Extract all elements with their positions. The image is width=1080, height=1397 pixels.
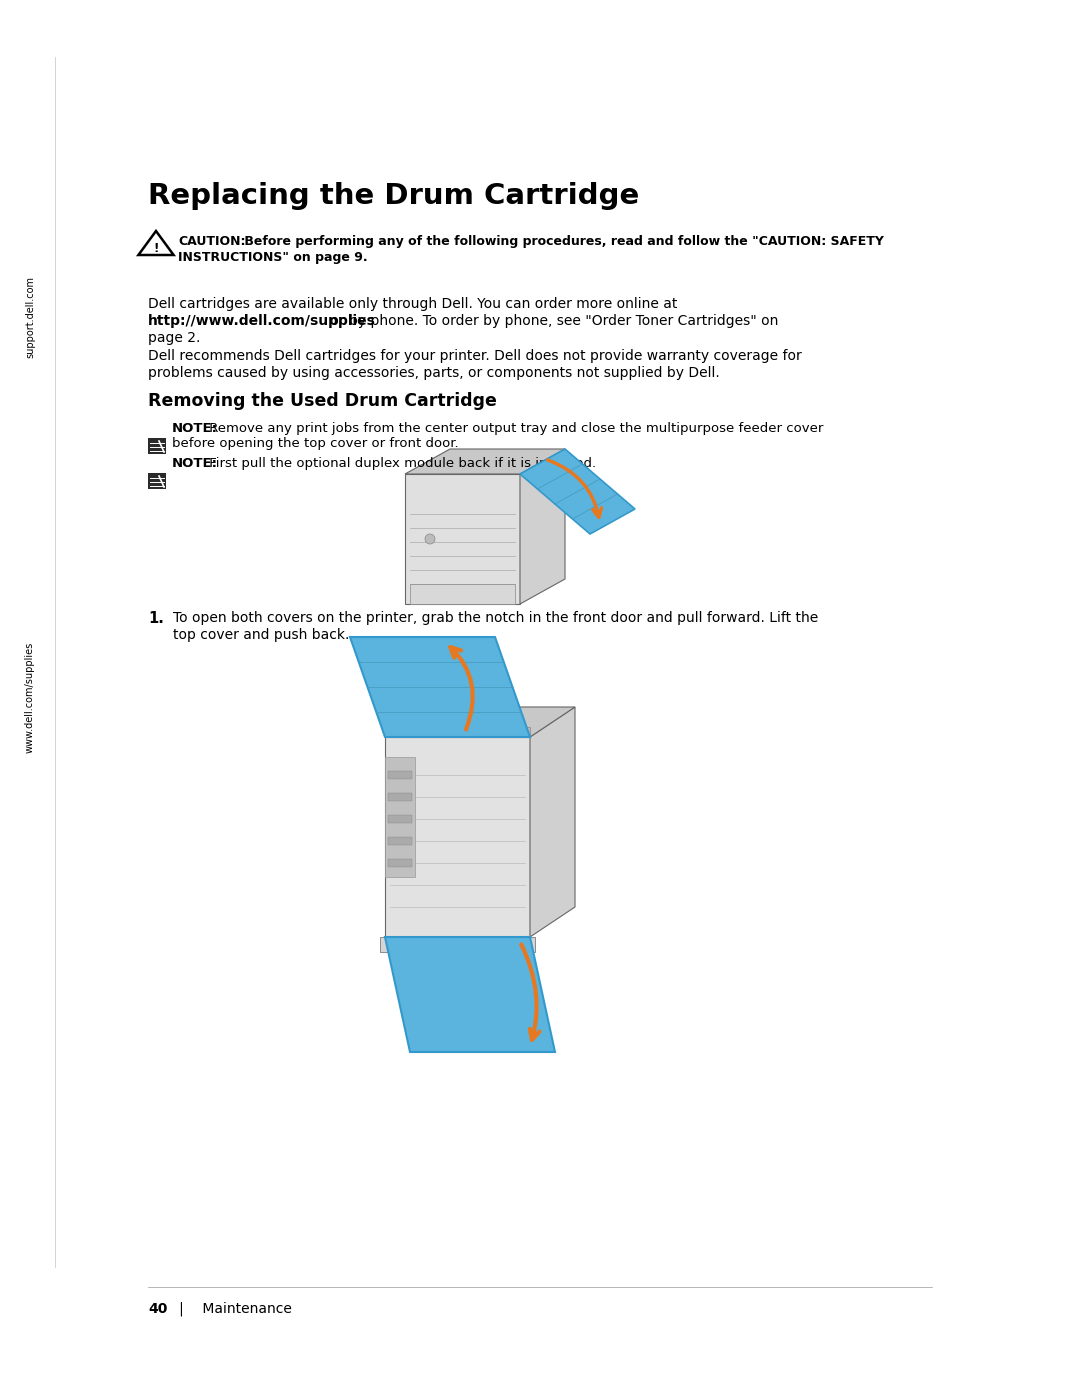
Text: |: | [166,1302,197,1316]
Text: page 2.: page 2. [148,331,201,345]
Text: top cover and push back.: top cover and push back. [173,629,349,643]
Text: CAUTION:: CAUTION: [178,235,245,249]
Text: before opening the top cover or front door.: before opening the top cover or front do… [172,437,459,450]
Text: Before performing any of the following procedures, read and follow the "CAUTION:: Before performing any of the following p… [240,235,883,249]
Text: Dell recommends Dell cartridges for your printer. Dell does not provide warranty: Dell recommends Dell cartridges for your… [148,349,801,363]
Polygon shape [384,738,530,937]
Polygon shape [350,637,530,738]
Text: !: ! [153,243,159,256]
Text: First pull the optional duplex module back if it is installed.: First pull the optional duplex module ba… [205,457,596,469]
Text: INSTRUCTIONS" on page 9.: INSTRUCTIONS" on page 9. [178,251,367,264]
Polygon shape [519,448,565,604]
Polygon shape [388,859,411,868]
Polygon shape [405,448,565,474]
Polygon shape [388,771,411,780]
Text: 1.: 1. [148,610,164,626]
Polygon shape [388,837,411,845]
Polygon shape [388,814,411,823]
Polygon shape [405,474,519,604]
Text: NOTE:: NOTE: [172,457,218,469]
Text: Dell cartridges are available only through Dell. You can order more online at: Dell cartridges are available only throu… [148,298,677,312]
Polygon shape [519,448,635,534]
FancyBboxPatch shape [148,439,166,454]
Text: or by phone. To order by phone, see "Order Toner Cartridges" on: or by phone. To order by phone, see "Ord… [326,314,779,328]
Text: Remove any print jobs from the center output tray and close the multipurpose fee: Remove any print jobs from the center ou… [205,422,823,434]
FancyBboxPatch shape [148,474,166,489]
Text: support.dell.com: support.dell.com [25,277,35,358]
Polygon shape [384,707,575,738]
Text: http://www.dell.com/supplies: http://www.dell.com/supplies [148,314,376,328]
Text: 40: 40 [148,1302,167,1316]
Text: Maintenance: Maintenance [198,1302,292,1316]
Text: problems caused by using accessories, parts, or components not supplied by Dell.: problems caused by using accessories, pa… [148,366,719,380]
Text: Replacing the Drum Cartridge: Replacing the Drum Cartridge [148,182,639,210]
Polygon shape [384,726,530,738]
Text: Removing the Used Drum Cartridge: Removing the Used Drum Cartridge [148,393,497,409]
Circle shape [426,534,435,543]
Text: www.dell.com/supplies: www.dell.com/supplies [25,641,35,753]
Polygon shape [380,937,535,951]
Polygon shape [384,937,555,1052]
Polygon shape [530,707,575,937]
Text: NOTE:: NOTE: [172,422,218,434]
Text: To open both covers on the printer, grab the notch in the front door and pull fo: To open both covers on the printer, grab… [173,610,819,624]
Polygon shape [388,793,411,800]
Polygon shape [384,757,415,877]
Polygon shape [410,584,515,604]
